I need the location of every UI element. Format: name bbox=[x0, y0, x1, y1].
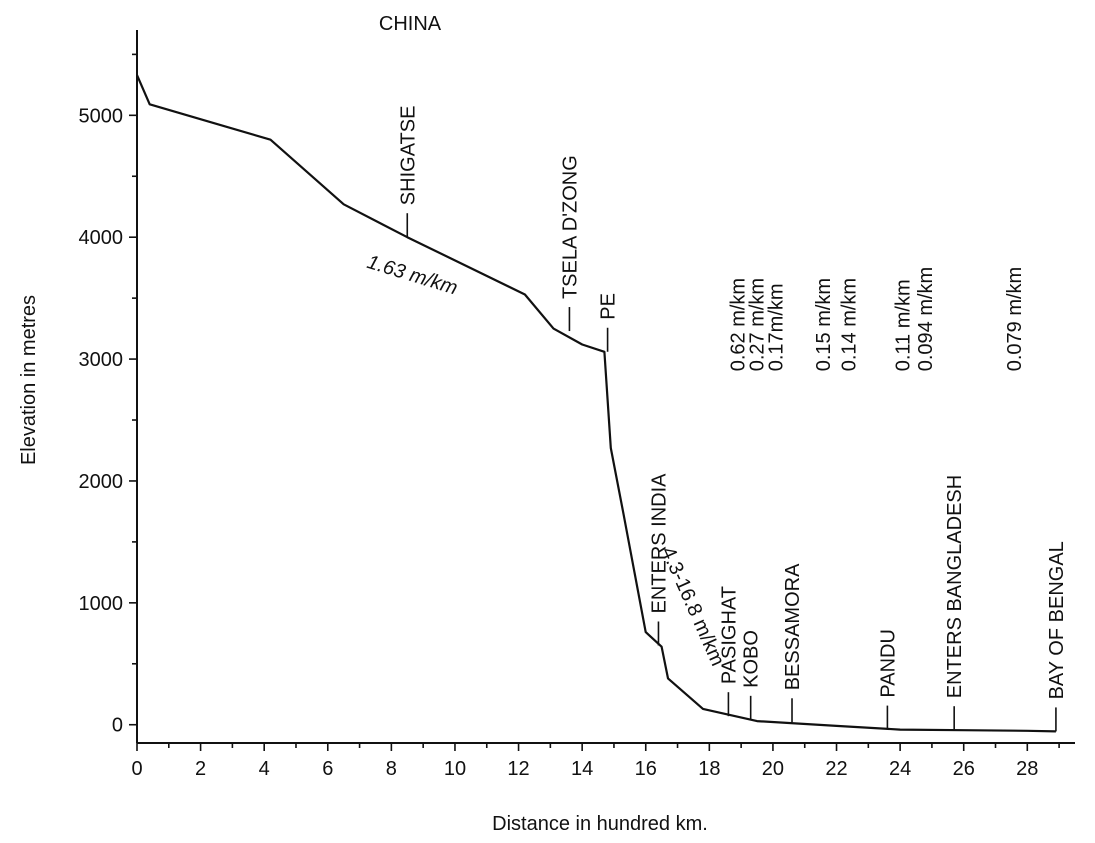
series bbox=[135, 74, 1056, 733]
x-tick-label: 28 bbox=[1016, 758, 1038, 780]
x-tick-label: 2 bbox=[195, 758, 206, 780]
gradient-label: 0.17m/km bbox=[765, 283, 787, 371]
x-tick-label: 20 bbox=[762, 758, 784, 780]
place-marker-label: BESSAMORA bbox=[782, 563, 804, 690]
x-tick-label: 4 bbox=[259, 758, 270, 780]
x-tick-label: 14 bbox=[571, 758, 593, 780]
axes bbox=[136, 30, 1075, 744]
gradient-label: 1.63 m/km bbox=[364, 251, 460, 299]
x-tick-label: 18 bbox=[698, 758, 720, 780]
place-marker-label: KOBO bbox=[741, 630, 763, 688]
elevation-profile-line bbox=[135, 74, 1056, 733]
place-marker-label: PANDU bbox=[877, 629, 899, 698]
x-axis-label: Distance in hundred km. bbox=[492, 813, 708, 835]
place-marker-label: PE bbox=[598, 293, 620, 320]
x-tick-label: 24 bbox=[889, 758, 911, 780]
x-tick-label: 6 bbox=[322, 758, 333, 780]
x-tick-label: 26 bbox=[953, 758, 975, 780]
y-tick-label: 5000 bbox=[79, 105, 124, 127]
y-tick-label: 1000 bbox=[79, 593, 124, 615]
x-tick-label: 12 bbox=[507, 758, 529, 780]
place-marker-label: ENTERS INDIA bbox=[648, 473, 670, 614]
gradient-label: 0.15 m/km bbox=[813, 278, 835, 371]
y-axis-label: Elevation in metres bbox=[18, 295, 40, 465]
place-marker-label: BAY OF BENGAL bbox=[1046, 541, 1068, 699]
x-tick-label: 8 bbox=[386, 758, 397, 780]
gradient-label: 0.62 m/km bbox=[727, 278, 749, 371]
place-marker-label: PASIGHAT bbox=[718, 586, 740, 684]
x-tick-label: 10 bbox=[444, 758, 466, 780]
china-label: CHINA bbox=[379, 13, 442, 35]
gradient-label: 0.079 m/km bbox=[1004, 267, 1026, 371]
y-ticks: 0 1000 2000 3000 4000 5000 bbox=[79, 53, 137, 737]
gradient-labels: 1.63 m/km4.3-16.8 m/km0.62 m/km0.27 m/km… bbox=[364, 251, 1026, 669]
gradient-label: 0.094 m/km bbox=[915, 267, 937, 371]
x-tick-label: 0 bbox=[131, 758, 142, 780]
y-tick-label: 4000 bbox=[79, 227, 124, 249]
place-markers: SHIGATSE TSELA D'ZONG PE ENTERS INDIA PASIGH… bbox=[397, 106, 1068, 732]
place-marker-label: SHIGATSE bbox=[397, 106, 419, 206]
place-marker-label: ENTERS BANGLADESH bbox=[944, 475, 966, 698]
gradient-label: 0.27 m/km bbox=[746, 278, 768, 371]
x-tick-label: 16 bbox=[635, 758, 657, 780]
y-tick-label: 0 bbox=[112, 715, 123, 737]
place-marker-label: TSELA D'ZONG bbox=[559, 155, 581, 299]
gradient-label: 0.11 m/km bbox=[893, 279, 915, 371]
y-tick-label: 3000 bbox=[79, 349, 124, 371]
y-tick-label: 2000 bbox=[79, 471, 124, 493]
gradient-label: 0.14 m/km bbox=[839, 278, 861, 371]
x-tick-label: 22 bbox=[825, 758, 847, 780]
x-ticks: 0 2 4 6 8 10 12 14 16 18 20 22 24 26 28 bbox=[131, 743, 1060, 780]
